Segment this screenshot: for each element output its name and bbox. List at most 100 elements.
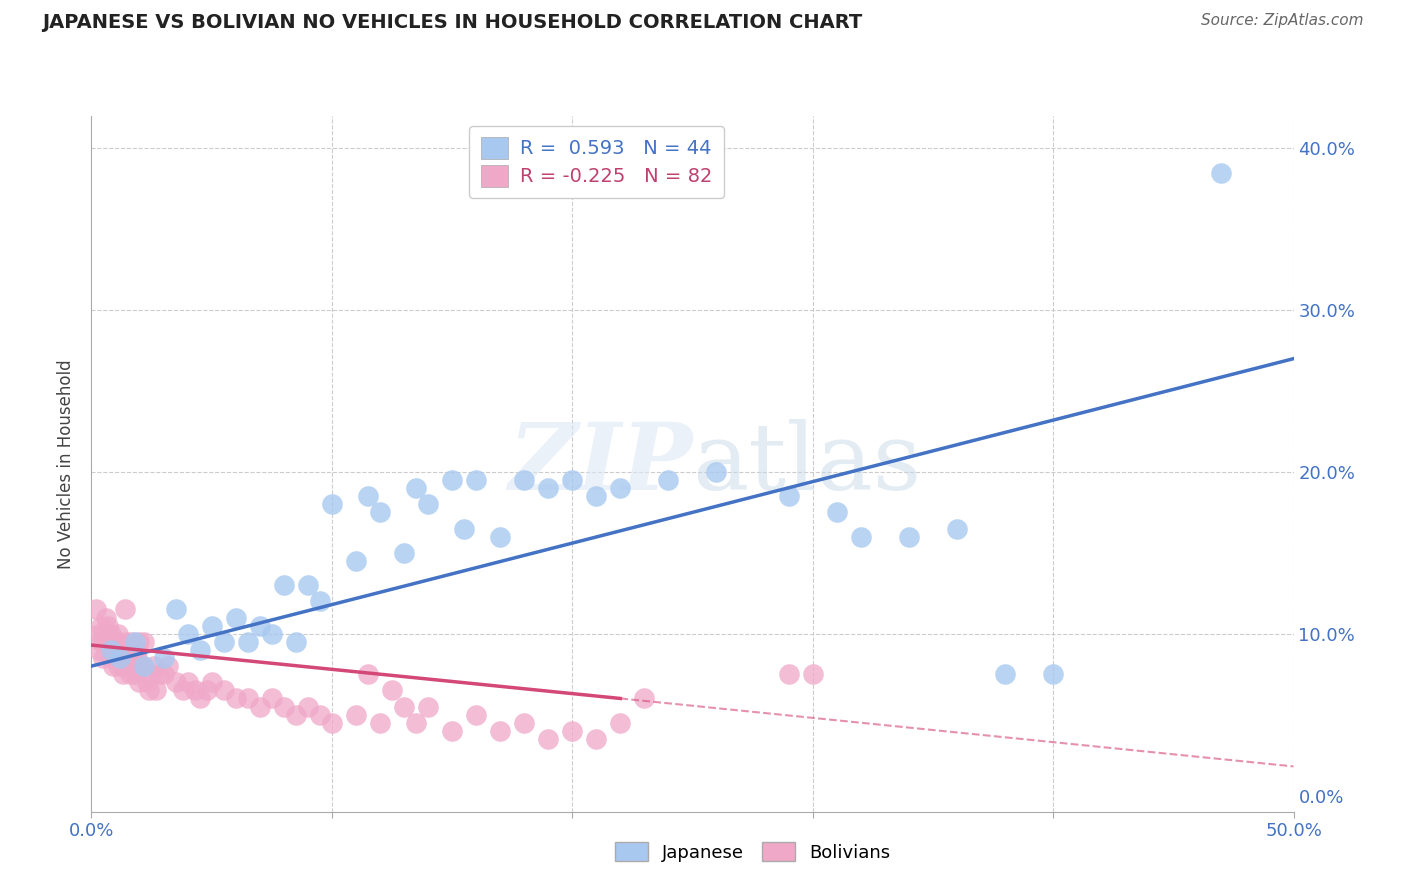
Point <box>537 731 560 746</box>
Point <box>212 683 235 698</box>
Point <box>125 643 148 657</box>
Point <box>117 635 139 649</box>
Text: ZIP: ZIP <box>508 419 692 508</box>
Point <box>321 497 343 511</box>
Point <box>357 667 380 681</box>
Point <box>440 473 463 487</box>
Point <box>93 626 115 640</box>
Point <box>114 643 136 657</box>
Point <box>561 473 583 487</box>
Point <box>344 707 367 722</box>
Point <box>706 465 728 479</box>
Text: Source: ZipAtlas.com: Source: ZipAtlas.com <box>1201 13 1364 29</box>
Point <box>225 691 247 706</box>
Legend: Japanese, Bolivians: Japanese, Bolivians <box>607 835 897 869</box>
Point <box>188 643 211 657</box>
Point <box>110 651 132 665</box>
Point <box>201 618 224 632</box>
Point <box>946 522 969 536</box>
Point <box>513 715 536 730</box>
Point <box>84 602 107 616</box>
Point <box>172 683 194 698</box>
Text: JAPANESE VS BOLIVIAN NO VEHICLES IN HOUSEHOLD CORRELATION CHART: JAPANESE VS BOLIVIAN NO VEHICLES IN HOUS… <box>42 13 862 32</box>
Point <box>184 683 207 698</box>
Point <box>124 659 146 673</box>
Point <box>416 497 439 511</box>
Point <box>134 635 156 649</box>
Point <box>165 675 187 690</box>
Point <box>104 635 127 649</box>
Point <box>97 626 120 640</box>
Point <box>100 651 122 665</box>
Point <box>308 594 330 608</box>
Point <box>201 675 224 690</box>
Point <box>416 699 439 714</box>
Point <box>381 683 404 698</box>
Point <box>165 602 187 616</box>
Point <box>131 659 153 673</box>
Point <box>273 578 295 592</box>
Point <box>142 659 165 673</box>
Point <box>585 731 607 746</box>
Point <box>101 659 124 673</box>
Point <box>585 489 607 503</box>
Point <box>405 481 427 495</box>
Point <box>392 546 415 560</box>
Point <box>273 699 295 714</box>
Point <box>152 651 174 665</box>
Point <box>110 651 132 665</box>
Point <box>176 626 198 640</box>
Point <box>90 635 112 649</box>
Point <box>357 489 380 503</box>
Point <box>124 635 146 649</box>
Point <box>107 626 129 640</box>
Point <box>801 667 824 681</box>
Point <box>111 659 134 673</box>
Point <box>94 610 117 624</box>
Point <box>157 659 180 673</box>
Point <box>849 530 872 544</box>
Point <box>561 723 583 738</box>
Point <box>249 618 271 632</box>
Point <box>825 505 848 519</box>
Point <box>489 530 512 544</box>
Point <box>489 723 512 738</box>
Point <box>134 659 156 673</box>
Point <box>465 707 488 722</box>
Point <box>138 683 160 698</box>
Point <box>121 635 143 649</box>
Point <box>90 618 112 632</box>
Point <box>176 675 198 690</box>
Point <box>609 481 631 495</box>
Point <box>121 651 143 665</box>
Point <box>1211 165 1233 179</box>
Point <box>110 635 132 649</box>
Point <box>308 707 330 722</box>
Point <box>195 683 218 698</box>
Point <box>297 578 319 592</box>
Point <box>236 691 259 706</box>
Point <box>135 675 157 690</box>
Point <box>260 691 283 706</box>
Point <box>128 675 150 690</box>
Point <box>117 659 139 673</box>
Point <box>188 691 211 706</box>
Point <box>141 667 163 681</box>
Point <box>225 610 247 624</box>
Point <box>93 651 115 665</box>
Point <box>321 715 343 730</box>
Point <box>152 667 174 681</box>
Point <box>249 699 271 714</box>
Text: atlas: atlas <box>692 419 922 508</box>
Point <box>368 505 391 519</box>
Point <box>145 683 167 698</box>
Point <box>609 715 631 730</box>
Point <box>297 699 319 714</box>
Point <box>368 715 391 730</box>
Point <box>124 667 146 681</box>
Point <box>994 667 1017 681</box>
Point <box>104 651 127 665</box>
Point <box>260 626 283 640</box>
Point <box>284 707 307 722</box>
Point <box>897 530 920 544</box>
